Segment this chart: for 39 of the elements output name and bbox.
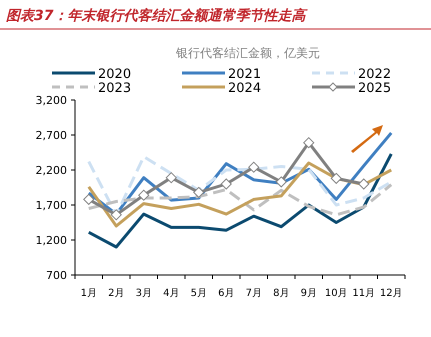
x-tick-label: 6月 <box>218 288 234 299</box>
point <box>220 178 232 190</box>
legend-label: 2021 <box>228 67 262 82</box>
x-tick-label: 1月 <box>80 288 97 299</box>
x-tick-label: 8月 <box>273 288 290 299</box>
x-tick-label: 2月 <box>108 288 124 299</box>
point <box>303 137 314 148</box>
y-tick-label: 2,700 <box>36 129 67 142</box>
y-tick-label: 1,700 <box>36 199 67 212</box>
line-series <box>87 152 393 248</box>
point <box>358 178 370 190</box>
y-tick-label: 1,200 <box>36 234 67 247</box>
x-tick-label: 5月 <box>190 288 207 299</box>
y-tick-label: 700 <box>46 269 67 282</box>
x-tick-label: 9月 <box>300 288 317 299</box>
point <box>193 186 204 198</box>
y-tick-label: 2,200 <box>36 164 67 177</box>
point <box>248 162 260 173</box>
x-tick-label: 7月 <box>246 288 262 299</box>
x-tick-label: 10月 <box>324 288 348 299</box>
legend-label: 2020 <box>98 67 132 82</box>
point <box>83 194 94 205</box>
x-tick-label: 11月 <box>352 288 376 299</box>
legend-label: 2023 <box>98 81 132 96</box>
point <box>276 176 287 188</box>
x-tick-label: 3月 <box>136 288 152 299</box>
x-tick-label: 12月 <box>380 288 403 299</box>
x-tick-label: 4月 <box>163 288 180 299</box>
point <box>330 172 342 184</box>
point <box>110 209 122 220</box>
chart-title: 图表37：年末银行代客结汇金额通常季节性走高 <box>6 7 308 24</box>
point <box>166 172 177 184</box>
legend-label: 2022 <box>358 67 392 82</box>
line-series <box>87 162 393 228</box>
legend-label: 2024 <box>228 81 262 96</box>
legend-label: 2025 <box>358 81 392 96</box>
y-tick-label: 3,200 <box>36 94 67 107</box>
chart-subtitle: 银行代客结汇金额，亿美元 <box>175 46 320 60</box>
point <box>138 190 150 201</box>
